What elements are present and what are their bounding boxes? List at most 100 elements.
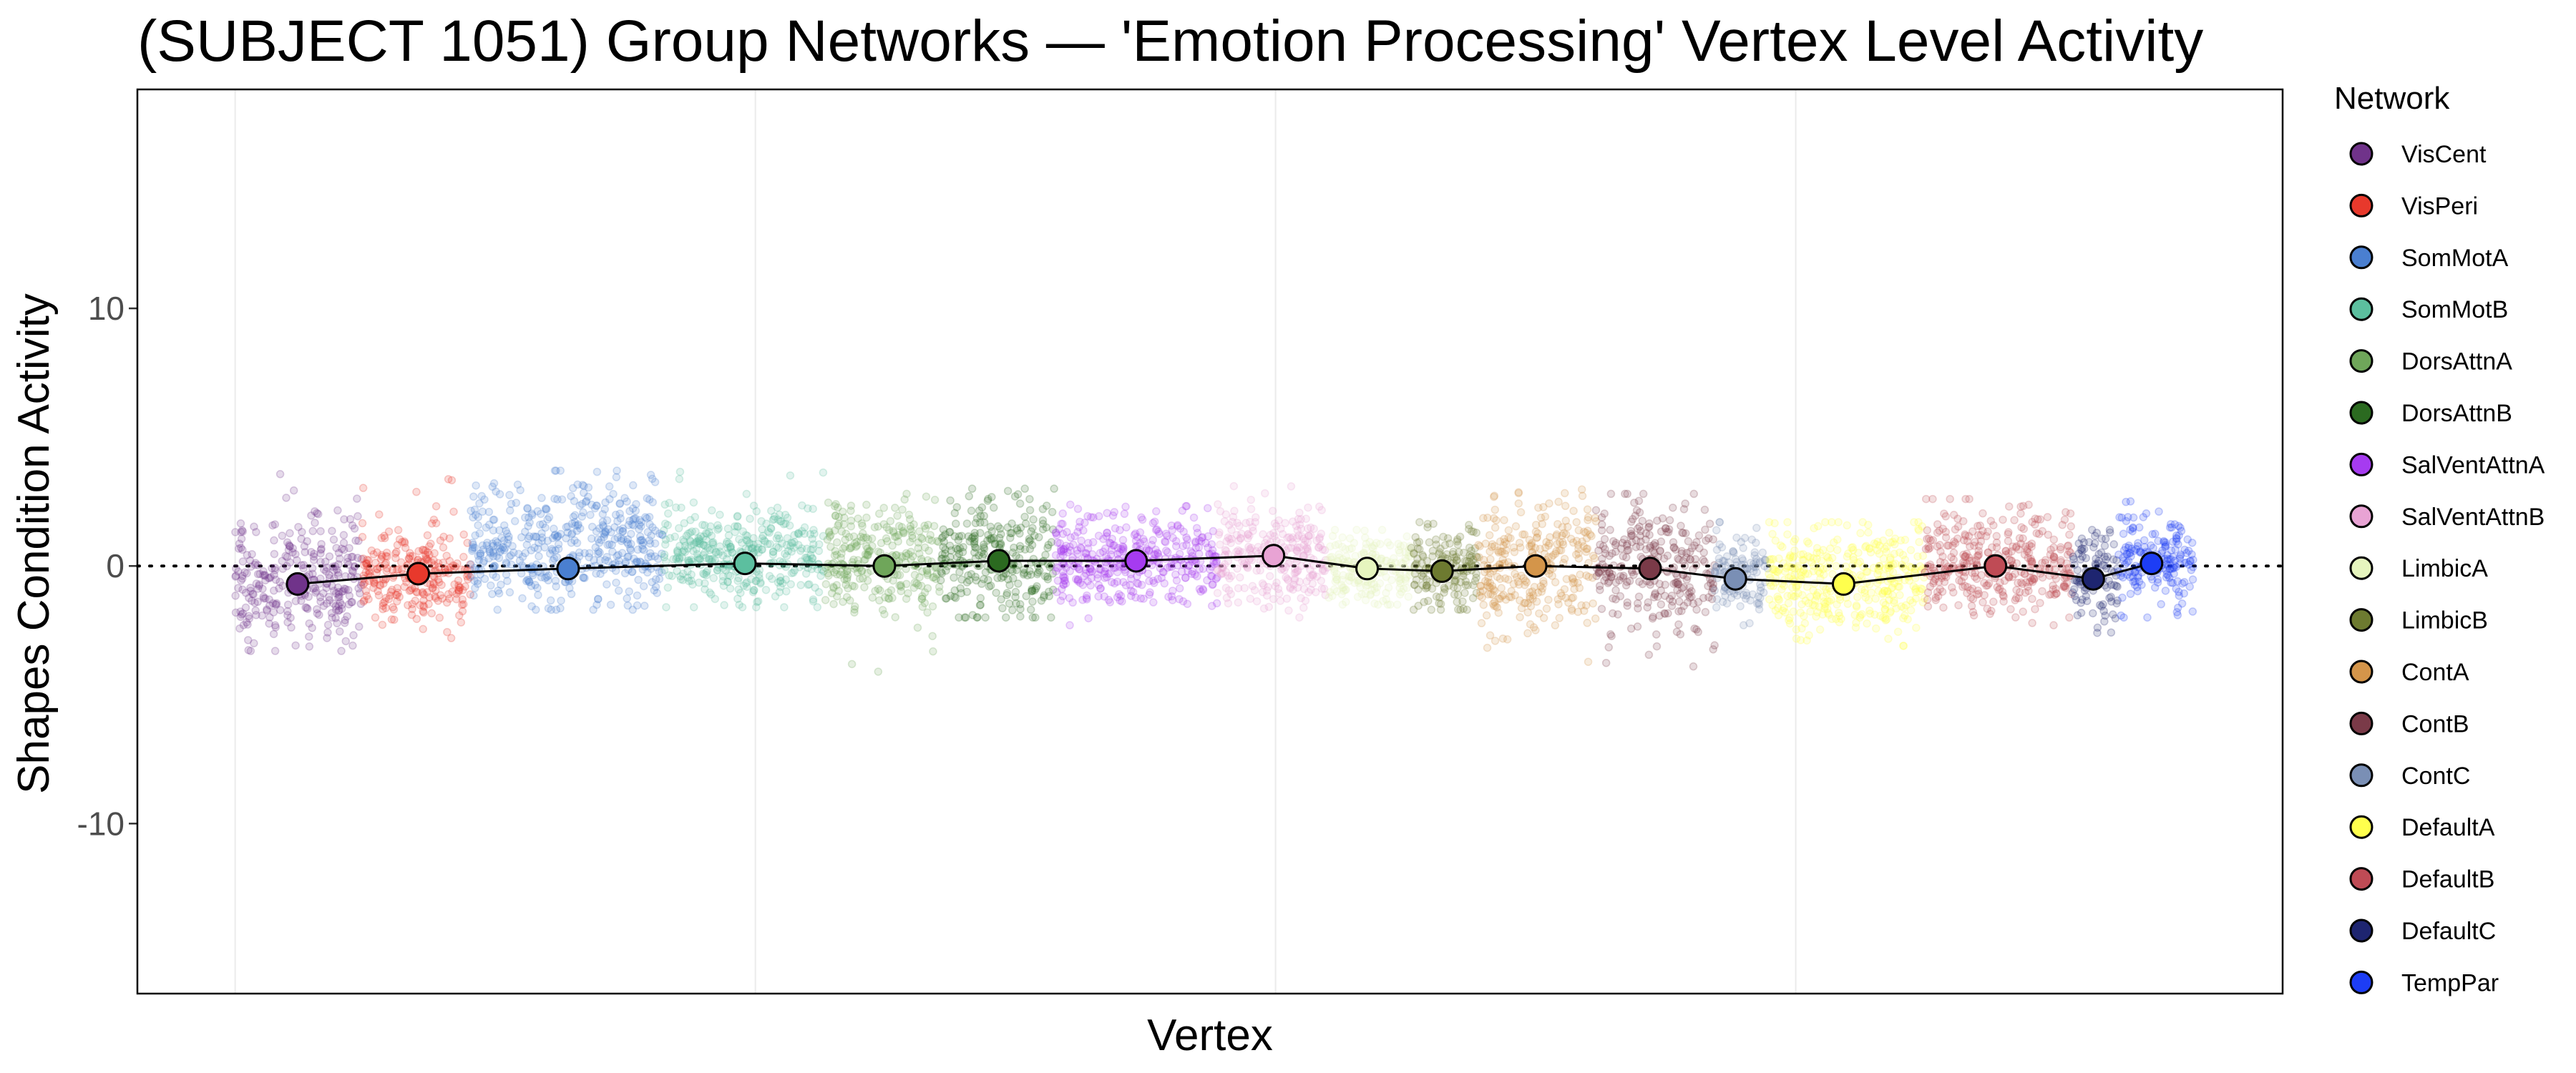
scatter-point <box>824 498 833 507</box>
scatter-point <box>1634 604 1642 613</box>
scatter-point <box>489 549 498 557</box>
scatter-point <box>405 554 414 564</box>
scatter-point <box>551 530 560 539</box>
scatter-point <box>889 526 897 536</box>
scatter-point <box>1584 513 1593 521</box>
scatter-point <box>379 599 388 607</box>
scatter-point <box>361 559 371 568</box>
scatter-point <box>553 495 562 504</box>
scatter-point <box>809 504 817 514</box>
scatter-point <box>673 546 682 555</box>
scatter-point <box>343 553 352 562</box>
scatter-point <box>329 535 338 544</box>
scatter-point <box>1979 509 1987 518</box>
scatter-point <box>2120 560 2129 569</box>
scatter-point <box>406 549 414 558</box>
scatter-point <box>1961 552 1970 561</box>
scatter-point <box>592 501 601 510</box>
scatter-point <box>251 606 260 615</box>
scatter-point <box>863 576 872 585</box>
scatter-point <box>932 574 940 584</box>
mean-point <box>2081 567 2105 591</box>
scatter-point <box>605 494 614 504</box>
scatter-point <box>862 500 871 509</box>
scatter-point <box>482 541 492 550</box>
scatter-point <box>694 536 703 545</box>
scatter-point <box>646 471 655 479</box>
scatter-point <box>2019 607 2027 616</box>
scatter-point <box>595 524 604 533</box>
scatter-point <box>252 528 260 536</box>
scatter-point <box>246 584 255 592</box>
scatter-point <box>736 589 745 597</box>
scatter-point <box>1572 518 1581 526</box>
scatter-point <box>745 539 753 549</box>
scatter-point <box>459 552 468 562</box>
scatter-point <box>1633 622 1642 631</box>
scatter-point <box>448 587 457 597</box>
scatter-point <box>721 566 731 575</box>
scatter-point <box>507 560 516 569</box>
scatter-point <box>260 570 269 579</box>
scatter-point <box>992 588 1000 597</box>
scatter-point <box>271 599 280 609</box>
scatter-point <box>781 575 790 584</box>
scatter-point <box>668 572 676 580</box>
scatter-point <box>772 534 781 543</box>
scatter-point <box>2173 577 2182 586</box>
scatter-point <box>842 592 852 602</box>
scatter-point <box>237 528 245 536</box>
scatter-point <box>708 506 716 515</box>
scatter-point <box>316 545 326 554</box>
scatter-point <box>479 545 488 554</box>
scatter-point <box>671 503 680 512</box>
scatter-point <box>285 542 294 551</box>
scatter-point <box>907 547 915 557</box>
scatter-point <box>1106 539 1115 548</box>
scatter-point <box>418 545 427 554</box>
legend-item: SomMotB <box>2349 296 2508 323</box>
scatter-point <box>585 549 594 558</box>
scatter-point <box>1555 614 1564 622</box>
scatter-point <box>724 531 733 540</box>
scatter-point <box>332 544 341 552</box>
scatter-point <box>600 505 610 514</box>
scatter-point <box>510 516 519 526</box>
scatter-point <box>2143 613 2152 622</box>
scatter-point <box>1509 543 1518 552</box>
scatter-point <box>1711 567 1719 577</box>
scatter-point <box>1113 544 1123 552</box>
scatter-point <box>345 544 353 552</box>
scatter-point <box>803 544 811 553</box>
scatter-point <box>625 544 635 553</box>
scatter-point <box>530 532 538 541</box>
scatter-point <box>1568 606 1576 615</box>
scatter-point <box>429 556 438 565</box>
scatter-point <box>371 559 380 567</box>
scatter-point <box>1062 564 1070 572</box>
scatter-point <box>1488 582 1497 591</box>
scatter-point <box>548 556 557 565</box>
scatter-point <box>733 594 742 603</box>
scatter-point <box>428 584 436 593</box>
scatter-point <box>270 566 280 574</box>
scatter-point <box>1051 529 1060 538</box>
scatter-point <box>635 520 644 529</box>
scatter-point <box>923 567 932 575</box>
scatter-point <box>786 542 795 551</box>
scatter-point <box>537 529 546 538</box>
scatter-point <box>548 534 557 542</box>
scatter-point <box>278 582 287 590</box>
scatter-point <box>1299 603 1308 612</box>
scatter-point <box>360 579 369 587</box>
scatter-point <box>850 608 859 617</box>
scatter-point <box>261 594 270 603</box>
scatter-point <box>323 620 333 629</box>
scatter-point <box>1544 541 1553 550</box>
scatter-point <box>787 547 796 556</box>
scatter-point <box>959 543 967 552</box>
scatter-point <box>875 596 884 605</box>
scatter-point <box>2030 574 2039 583</box>
scatter-point <box>2006 604 2015 614</box>
scatter-point <box>981 568 990 577</box>
